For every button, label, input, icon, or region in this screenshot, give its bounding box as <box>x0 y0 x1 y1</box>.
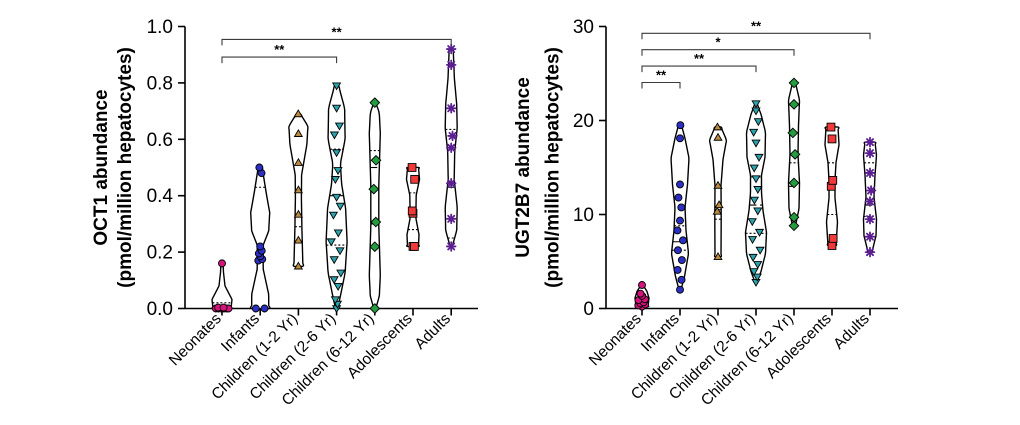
svg-text:0.8: 0.8 <box>147 73 173 94</box>
svg-text:**: ** <box>274 42 285 57</box>
svg-text:0.0: 0.0 <box>147 299 173 320</box>
svg-text:(pmol/million hepatocytes): (pmol/million hepatocytes) <box>115 47 136 288</box>
svg-text:**: ** <box>656 68 667 83</box>
svg-text:0: 0 <box>583 299 594 320</box>
svg-text:0.4: 0.4 <box>147 186 174 207</box>
svg-text:0.2: 0.2 <box>147 243 173 264</box>
svg-text:1.0: 1.0 <box>147 17 173 38</box>
svg-text:**: ** <box>694 51 705 66</box>
svg-text:OCT1 abundance: OCT1 abundance <box>91 89 112 245</box>
svg-text:10: 10 <box>573 205 594 226</box>
svg-text:**: ** <box>332 24 343 39</box>
svg-text:**: ** <box>751 18 762 33</box>
svg-text:20: 20 <box>573 111 594 132</box>
svg-text:(pmol/million hepatocytes): (pmol/million hepatocytes) <box>543 47 564 288</box>
svg-text:30: 30 <box>573 17 594 38</box>
svg-text:0.6: 0.6 <box>147 130 173 151</box>
svg-text:UGT2B7 abundance: UGT2B7 abundance <box>513 77 534 258</box>
